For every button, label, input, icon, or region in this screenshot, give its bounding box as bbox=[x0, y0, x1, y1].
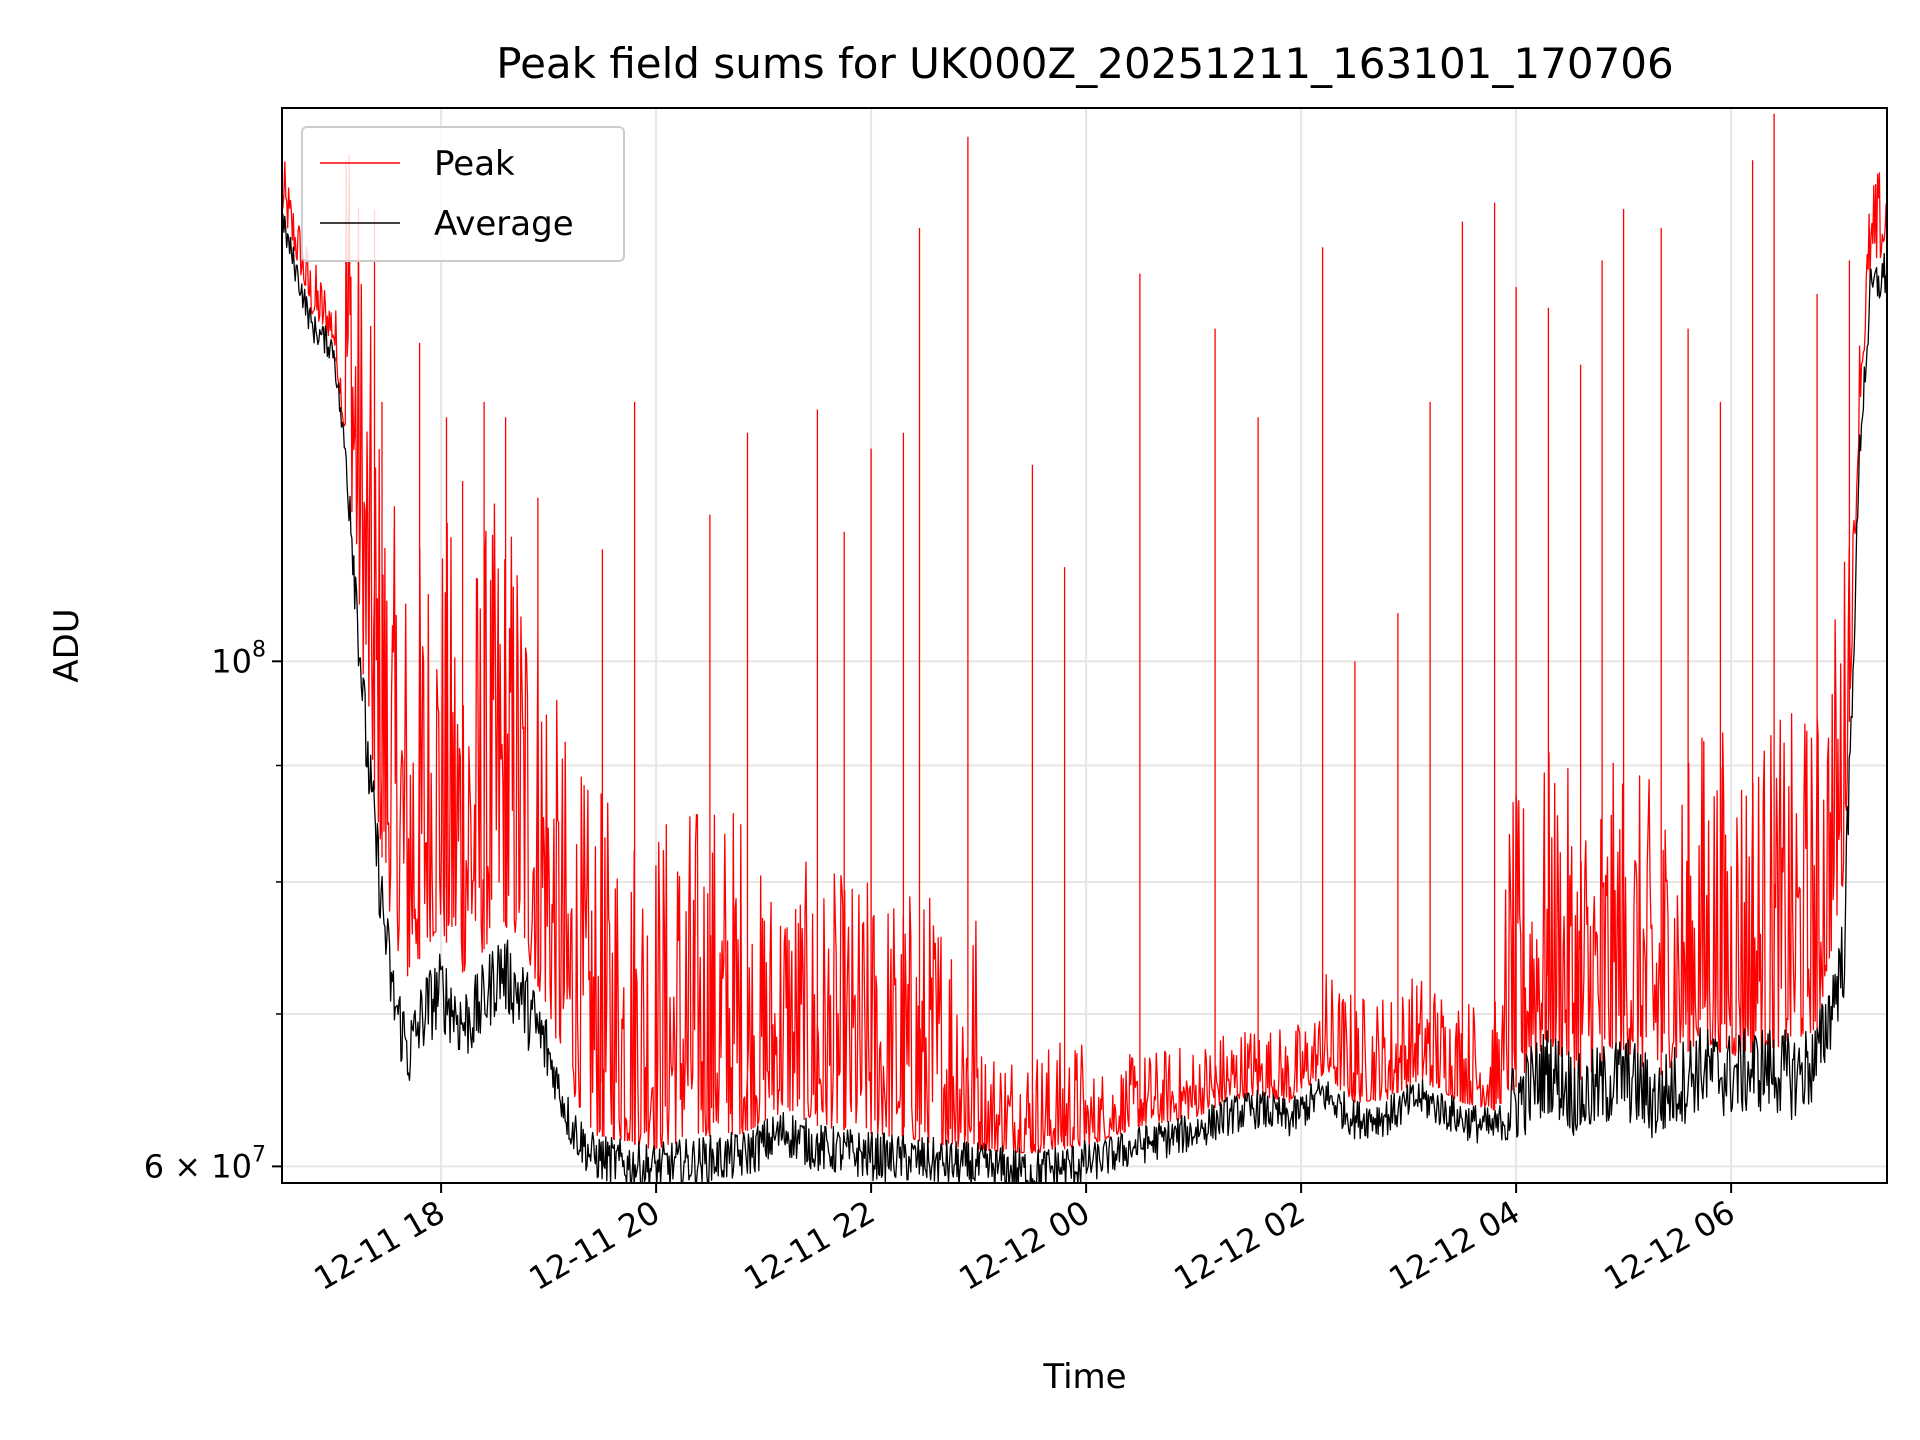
y-tick-label: 6 × 107 bbox=[144, 1142, 266, 1185]
chart-title: Peak field sums for UK000Z_20251211_1631… bbox=[496, 39, 1673, 88]
legend-label-average: Average bbox=[434, 204, 574, 244]
series-line-average bbox=[282, 213, 1887, 1183]
y-axis-label: ADU bbox=[47, 608, 87, 682]
x-axis-label: Time bbox=[1042, 1357, 1126, 1397]
plot-frame bbox=[281, 107, 1888, 1184]
legend: Peak Average bbox=[301, 126, 625, 262]
legend-label-peak: Peak bbox=[434, 144, 515, 184]
legend-box bbox=[301, 126, 625, 262]
y-tick-mantissa: 10 bbox=[211, 642, 252, 680]
y-tick-exponent: 7 bbox=[252, 1142, 266, 1167]
plot-area bbox=[282, 113, 1887, 1183]
y-tick-exponent: 8 bbox=[252, 637, 266, 662]
y-tick-mantissa: 6 × 10 bbox=[144, 1147, 252, 1185]
y-tick-label: 108 bbox=[211, 637, 266, 680]
y-axis-ticks: 6 × 107 108 bbox=[144, 637, 282, 1185]
